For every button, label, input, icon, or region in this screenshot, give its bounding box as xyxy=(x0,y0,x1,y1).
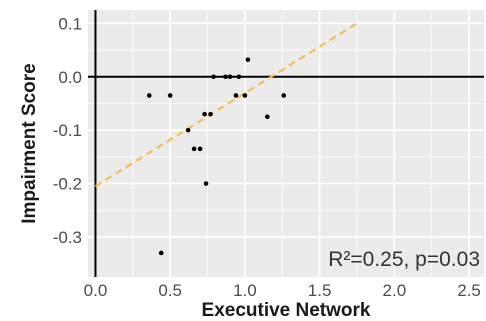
data-point xyxy=(158,250,164,256)
data-point xyxy=(197,146,203,152)
data-point xyxy=(281,93,287,98)
x-tick-label: 1.0 xyxy=(233,281,257,300)
x-axis-title: Executive Network xyxy=(202,300,371,321)
data-point xyxy=(265,114,270,120)
data-point xyxy=(191,146,197,152)
x-tick-label: 2.5 xyxy=(457,281,481,300)
plot-panel xyxy=(88,10,484,277)
reference-lines xyxy=(88,10,484,277)
x-tick-labels: 0.0 0.5 1.0 1.5 2.0 2.5 xyxy=(84,281,481,300)
y-tick-label: 0.1 xyxy=(58,14,82,33)
data-point xyxy=(208,111,213,117)
y-axis-title: Impairment Score xyxy=(19,63,40,224)
data-point xyxy=(236,74,242,80)
data-point xyxy=(211,74,216,80)
x-tick-label: 2.0 xyxy=(383,281,407,300)
x-tick-label: 0.0 xyxy=(84,281,108,300)
data-point xyxy=(185,127,191,133)
data-point xyxy=(242,93,248,98)
trend-line xyxy=(94,22,358,188)
y-tick-label: -0.2 xyxy=(53,175,82,194)
data-points xyxy=(146,57,287,256)
y-tick-labels: 0.1 0.0 -0.1 -0.2 -0.3 xyxy=(53,14,82,247)
stats-annotation: R²=0.25, p=0.03 xyxy=(328,248,480,271)
data-point xyxy=(227,74,233,80)
data-point xyxy=(223,74,228,80)
data-point xyxy=(245,57,251,62)
y-tick-label: -0.3 xyxy=(53,228,82,247)
data-point xyxy=(167,93,173,98)
y-tick-label: -0.1 xyxy=(53,121,82,140)
x-tick-label: 0.5 xyxy=(158,281,182,300)
x-tick-label: 1.5 xyxy=(308,281,332,300)
data-point xyxy=(203,181,209,186)
y-tick-label: 0.0 xyxy=(58,68,82,87)
data-point xyxy=(233,93,239,98)
data-point xyxy=(202,111,207,117)
data-point xyxy=(146,93,152,98)
